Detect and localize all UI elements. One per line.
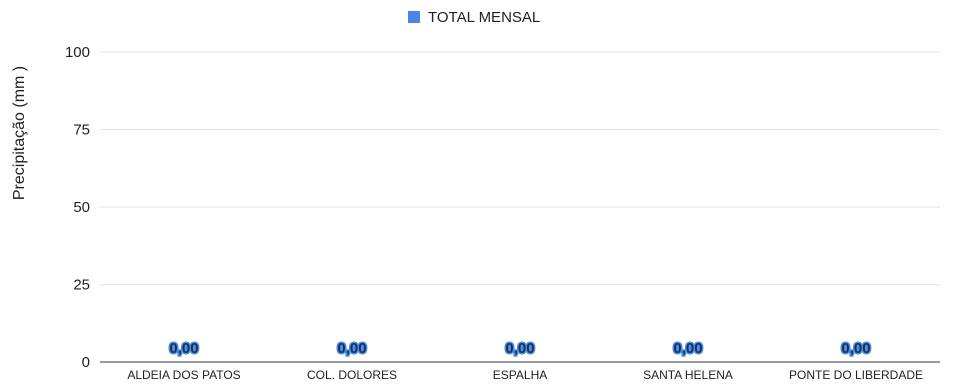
x-tick-label-2: ESPALHA — [493, 368, 547, 382]
y-tick-label-75: 75 — [73, 122, 90, 139]
data-label-1: 0,00 — [337, 340, 366, 357]
y-tick-label-25: 25 — [73, 277, 90, 294]
y-axis-title: Precipitação (mm ) — [11, 66, 28, 200]
data-label-0: 0,00 — [169, 340, 198, 357]
y-axis-tick-labels: 0 25 50 75 100 — [65, 44, 90, 371]
x-tick-label-0: ALDEIA DOS PATOS — [127, 368, 240, 382]
data-labels: 0,00 0,00 0,00 0,00 0,00 — [168, 339, 872, 359]
y-tick-label-0: 0 — [82, 354, 90, 371]
legend: TOTAL MENSAL — [408, 9, 540, 26]
legend-label-total-mensal: TOTAL MENSAL — [428, 9, 540, 26]
legend-swatch — [408, 11, 420, 23]
data-label-2: 0,00 — [505, 340, 534, 357]
data-label-3: 0,00 — [673, 340, 702, 357]
x-tick-label-1: COL. DOLORES — [307, 368, 397, 382]
y-tick-label-50: 50 — [73, 199, 90, 216]
gridlines — [100, 51, 940, 363]
x-tick-label-4: PONTE DO LIBERDADE — [789, 368, 923, 382]
data-label-4: 0,00 — [841, 340, 870, 357]
x-axis-tick-labels: ALDEIA DOS PATOS COL. DOLORES ESPALHA SANTA… — [127, 368, 923, 382]
x-tick-label-3: SANTA HELENA — [643, 368, 733, 382]
y-tick-label-100: 100 — [65, 44, 90, 61]
